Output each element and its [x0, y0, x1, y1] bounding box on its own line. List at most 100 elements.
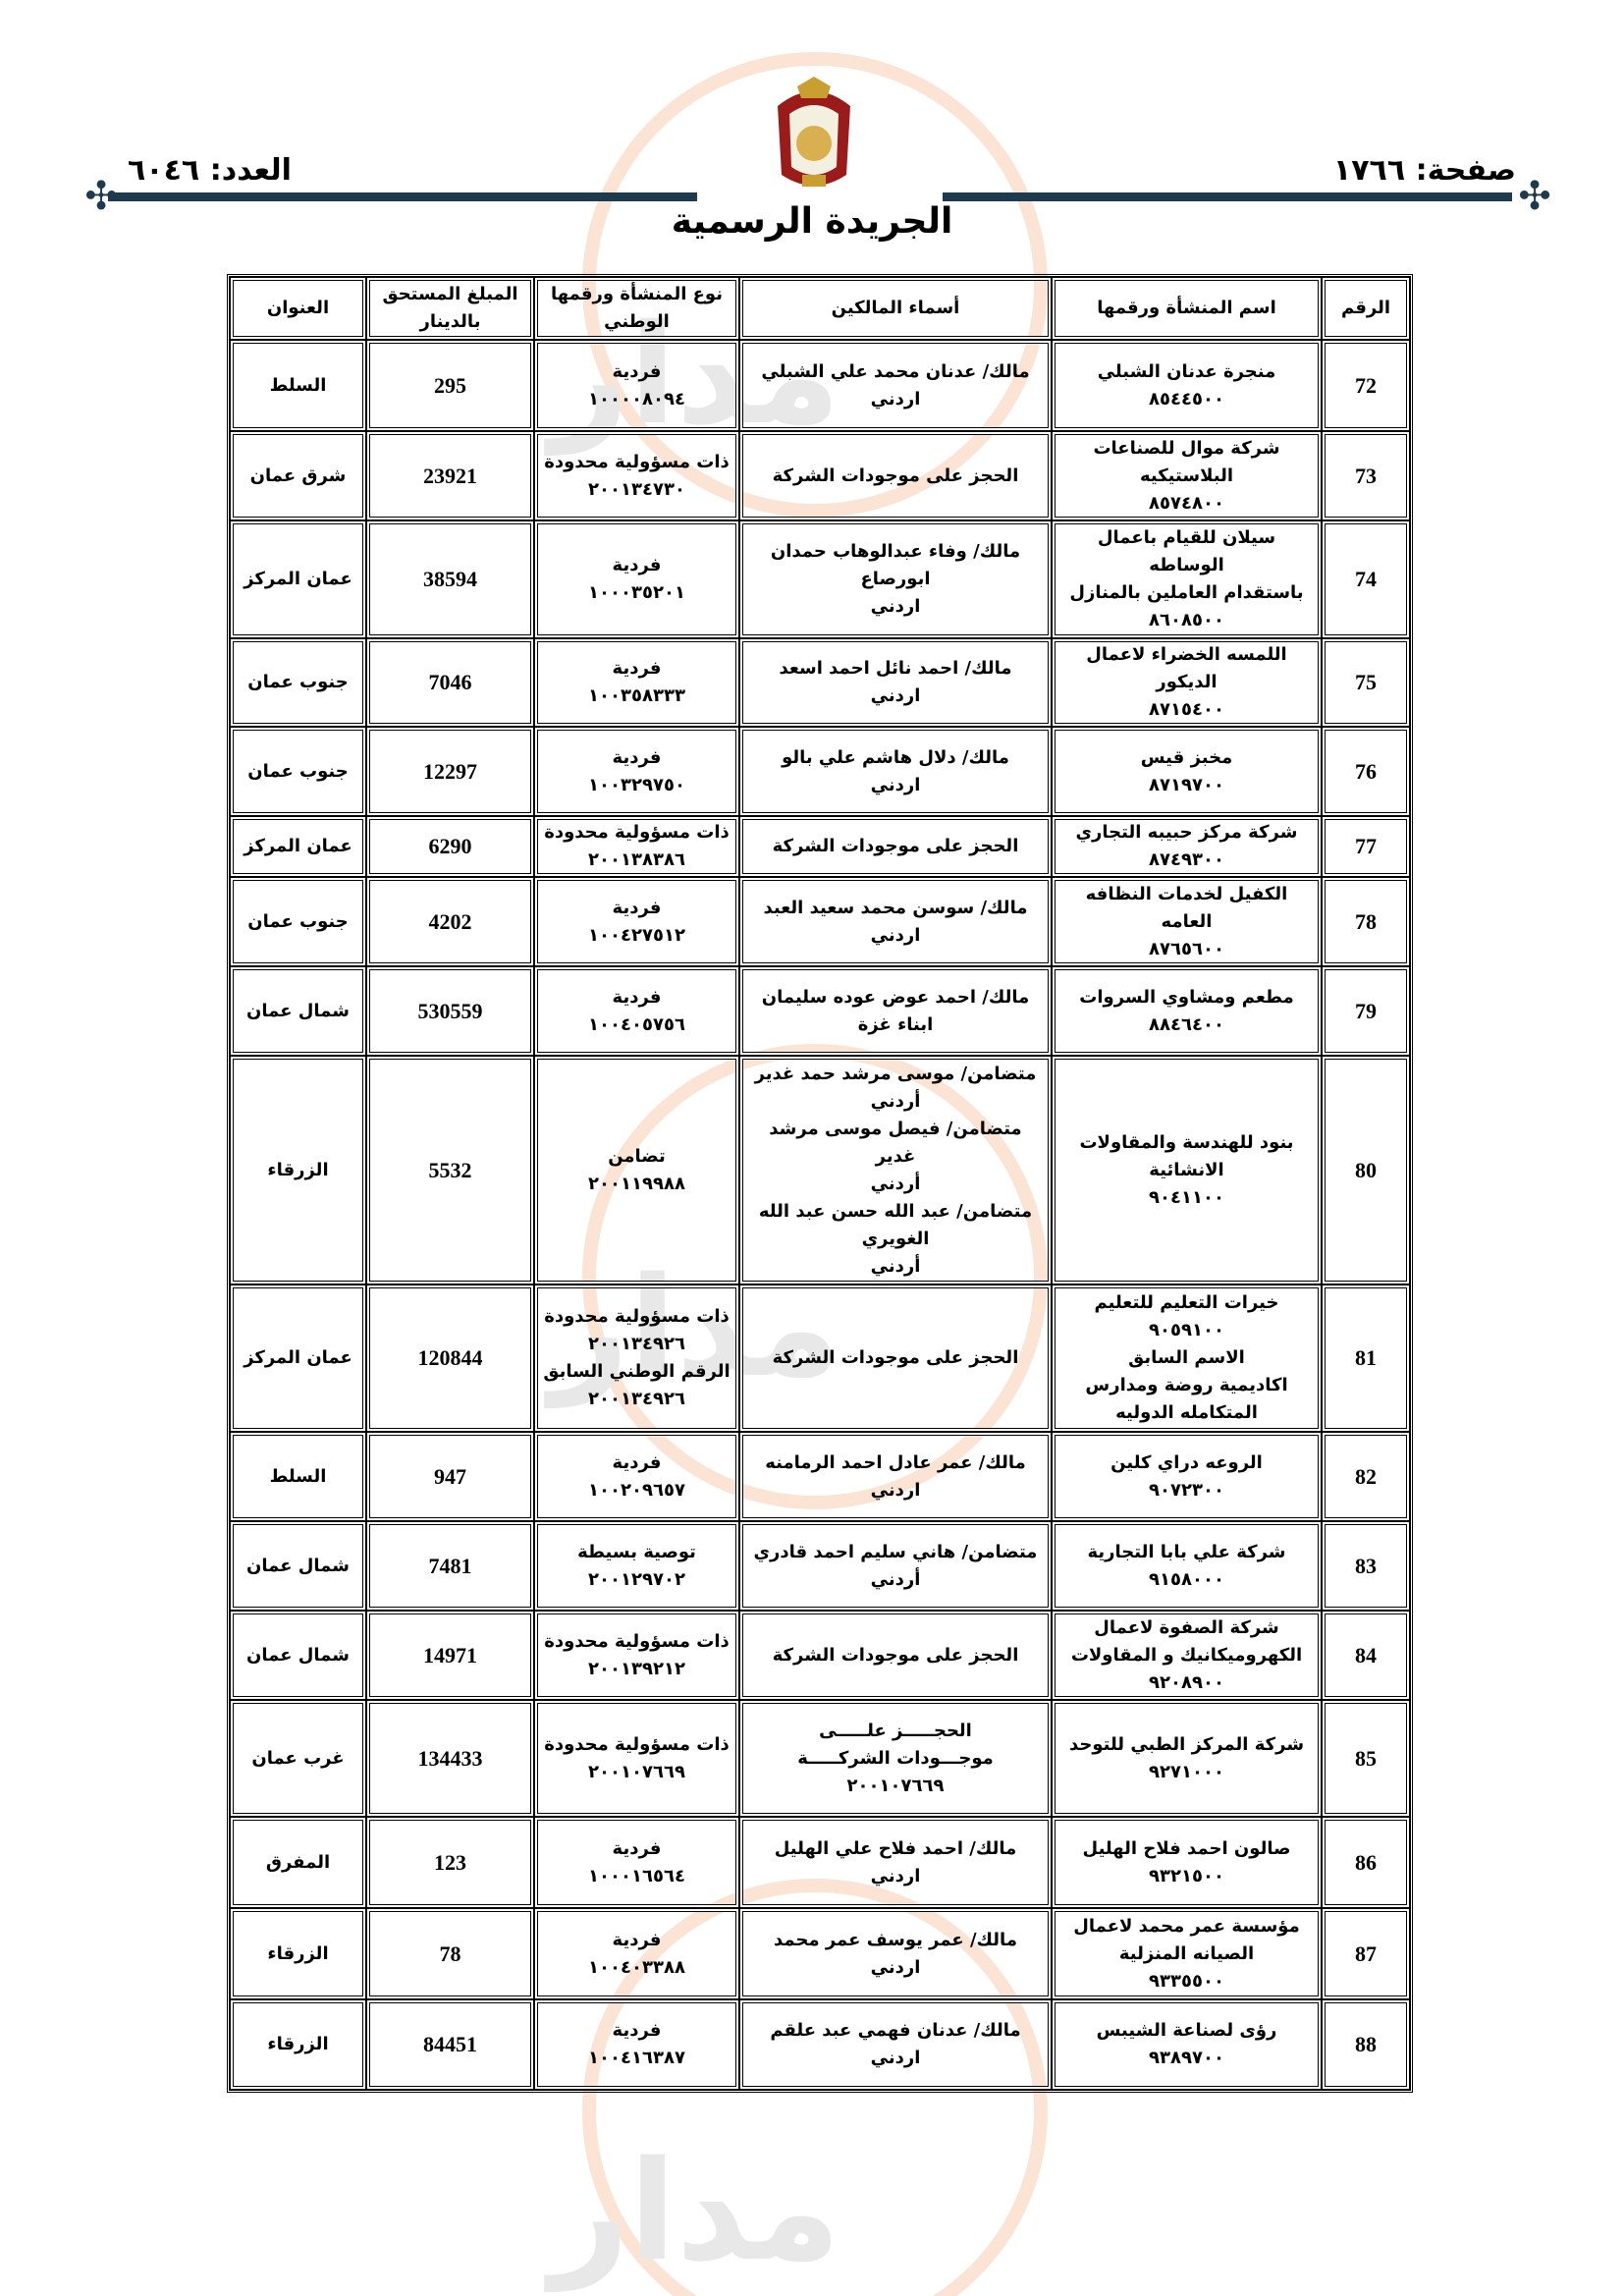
page-number: صفحة: ١٧٦٦ [1332, 153, 1516, 188]
column-header-establishment: اسم المنشأة ورقمها [1052, 277, 1322, 340]
table-row: 76 مخبز قيس ٨٧١٩٧٠٠ مالك/ دلال هاشم علي با… [230, 727, 1410, 816]
type-cell: فردية ١٠٠٠٣٥٢٠١ [534, 520, 739, 638]
number-cell: 87 [1322, 1908, 1410, 1999]
owners-cell: مالك/ وفاء عبدالوهاب حمدان ابورصاع اردني [739, 520, 1052, 638]
address-cell: عمان المركز [230, 520, 366, 638]
column-header-owners: أسماء المالكين [739, 277, 1052, 340]
table-row: 79 مطعم ومشاوي السروات ٨٨٤٦٤٠٠ مالك/ احمد … [230, 966, 1410, 1056]
address-cell: شمال عمان [230, 1521, 366, 1611]
owners-cell: متضامن/ موسى مرشد حمد غدير أردني متضامن/… [739, 1056, 1052, 1285]
address-cell: جنوب عمان [230, 638, 366, 727]
amount-cell: 4202 [366, 877, 534, 966]
number-cell: 85 [1322, 1700, 1410, 1817]
address-cell: شمال عمان [230, 1611, 366, 1700]
table-row: 82 الروعه دراي كلين ٩٠٧٢٣٠٠ مالك/ عمر عادل… [230, 1432, 1410, 1521]
svg-text:مدار: مدار [544, 2132, 840, 2292]
table-row: 80 بنود للهندسة والمقاولات الانشائية ٩٠٤١… [230, 1056, 1410, 1285]
number-cell: 84 [1322, 1611, 1410, 1700]
amount-cell: 7046 [366, 638, 534, 727]
number-cell: 79 [1322, 966, 1410, 1056]
table-row: 81 خيرات التعليم للتعليم ٩٠٥٩١٠٠ الاسم ال… [230, 1285, 1410, 1432]
owners-cell: الحجز على موجودات الشركة [739, 1285, 1052, 1432]
type-cell: فردية ١٠٠٠٠٨٠٩٤ [534, 340, 739, 431]
table-header-row: الرقم اسم المنشأة ورقمها أسماء المالكين … [230, 277, 1410, 340]
address-cell: جنوب عمان [230, 727, 366, 816]
owners-cell: مالك/ سوسن محمد سعيد العبد اردني [739, 877, 1052, 966]
column-header-type: نوع المنشأة ورقمها الوطني [534, 277, 739, 340]
establishment-cell: مخبز قيس ٨٧١٩٧٠٠ [1052, 727, 1322, 816]
establishment-cell: شركة المركز الطبي للتوحد ٩٢٧١٠٠٠ [1052, 1700, 1322, 1817]
table-row: 74 سيلان للقيام باعمال الوساطه باستقدام ا… [230, 520, 1410, 638]
owners-cell: مالك/ احمد فلاح علي الهليل اردني [739, 1817, 1052, 1908]
number-cell: 86 [1322, 1817, 1410, 1908]
type-cell: تضامن ٢٠٠١١٩٩٨٨ [534, 1056, 739, 1285]
column-header-number: الرقم [1322, 277, 1410, 340]
establishments-table: الرقم اسم المنشأة ورقمها أسماء المالكين … [227, 274, 1413, 2093]
number-cell: 81 [1322, 1285, 1410, 1432]
establishment-cell: شركة مركز حبيبه التجاري ٨٧٤٩٣٠٠ [1052, 816, 1322, 877]
amount-cell: 7481 [366, 1521, 534, 1611]
type-cell: فردية ١٠٠٣٢٩٧٥٠ [534, 727, 739, 816]
number-cell: 72 [1322, 340, 1410, 431]
owners-cell: الحجز على موجودات الشركة [739, 816, 1052, 877]
number-cell: 73 [1322, 431, 1410, 520]
owners-cell: الحجز على موجودات الشركة [739, 431, 1052, 520]
column-header-amount: المبلغ المستحق بالدينار [366, 277, 534, 340]
table-row: 85 شركة المركز الطبي للتوحد ٩٢٧١٠٠٠ الحجــ… [230, 1700, 1410, 1817]
table-row: 84 شركة الصفوة لاعمال الكهروميكانيك و الم… [230, 1611, 1410, 1700]
address-cell: الزرقاء [230, 1908, 366, 1999]
number-cell: 78 [1322, 877, 1410, 966]
amount-cell: 12297 [366, 727, 534, 816]
address-cell: غرب عمان [230, 1700, 366, 1817]
table-row: 83 شركة علي بابا التجارية ٩١٥٨٠٠٠ متضامن/ … [230, 1521, 1410, 1611]
type-cell: فردية ١٠٠٤٠٥٧٥٦ [534, 966, 739, 1056]
amount-cell: 134433 [366, 1700, 534, 1817]
address-cell: شرق عمان [230, 431, 366, 520]
type-cell: ذات مسؤولية محدودة ٢٠٠١٣٤٩٢٦ الرقم الوطن… [534, 1285, 739, 1432]
address-cell: السلط [230, 1432, 366, 1521]
address-cell: شمال عمان [230, 966, 366, 1056]
header-rule-left [108, 192, 697, 201]
number-cell: 83 [1322, 1521, 1410, 1611]
owners-cell: الحجز على موجودات الشركة [739, 1611, 1052, 1700]
amount-cell: 84451 [366, 1999, 534, 2090]
table-row: 73 شركة موال للصناعات البلاستيكيه ٨٥٧٤٨٠٠… [230, 431, 1410, 520]
establishment-cell: مؤسسة عمر محمد لاعمال الصيانه المنزلية ٩… [1052, 1908, 1322, 1999]
establishment-cell: شركة علي بابا التجارية ٩١٥٨٠٠٠ [1052, 1521, 1322, 1611]
address-cell: السلط [230, 340, 366, 431]
table-row: 87 مؤسسة عمر محمد لاعمال الصيانه المنزلية… [230, 1908, 1410, 1999]
issue-number: العدد: ٦٠٤٦ [128, 153, 292, 188]
amount-cell: 78 [366, 1908, 534, 1999]
type-cell: ذات مسؤولية محدودة ٢٠٠١٠٧٦٦٩ [534, 1700, 739, 1817]
number-cell: 76 [1322, 727, 1410, 816]
address-cell: الزرقاء [230, 1999, 366, 2090]
number-cell: 88 [1322, 1999, 1410, 2090]
amount-cell: 530559 [366, 966, 534, 1056]
type-cell: ذات مسؤولية محدودة ٢٠٠١٣٤٧٣٠ [534, 431, 739, 520]
type-cell: فردية ١٠٠٠١٦٥٦٤ [534, 1817, 739, 1908]
owners-cell: متضامن/ هاني سليم احمد قادري أردني [739, 1521, 1052, 1611]
type-cell: فردية ١٠٠٤١٦٣٨٧ [534, 1999, 739, 2090]
owners-cell: مالك/ دلال هاشم علي بالو اردني [739, 727, 1052, 816]
owners-cell: مالك/ احمد نائل احمد اسعد اردني [739, 638, 1052, 727]
address-cell: عمان المركز [230, 1285, 366, 1432]
address-cell: المفرق [230, 1817, 366, 1908]
establishment-cell: مطعم ومشاوي السروات ٨٨٤٦٤٠٠ [1052, 966, 1322, 1056]
column-header-address: العنوان [230, 277, 366, 340]
owners-cell: الحجـــــز علـــــى موجـــودات الشركــــ… [739, 1700, 1052, 1817]
type-cell: فردية ١٠٠٤٢٧٥١٢ [534, 877, 739, 966]
establishment-cell: خيرات التعليم للتعليم ٩٠٥٩١٠٠ الاسم السا… [1052, 1285, 1322, 1432]
type-cell: فردية ١٠٠٣٥٨٣٣٣ [534, 638, 739, 727]
page-title: الجريدة الرسمية [671, 201, 953, 242]
number-cell: 77 [1322, 816, 1410, 877]
coat-of-arms-icon [778, 77, 850, 187]
number-cell: 74 [1322, 520, 1410, 638]
table-row: 78 الكفيل لخدمات النظافه العامه ٨٧٦٥٦٠٠ ما… [230, 877, 1410, 966]
address-cell: عمان المركز [230, 816, 366, 877]
amount-cell: 120844 [366, 1285, 534, 1432]
establishment-cell: منجرة عدنان الشبلي ٨٥٤٤٥٠٠ [1052, 340, 1322, 431]
type-cell: ذات مسؤولية محدودة ٢٠٠١٣٨٣٨٦ [534, 816, 739, 877]
amount-cell: 5532 [366, 1056, 534, 1285]
owners-cell: مالك/ عدنان محمد علي الشبلي اردني [739, 340, 1052, 431]
number-cell: 80 [1322, 1056, 1410, 1285]
